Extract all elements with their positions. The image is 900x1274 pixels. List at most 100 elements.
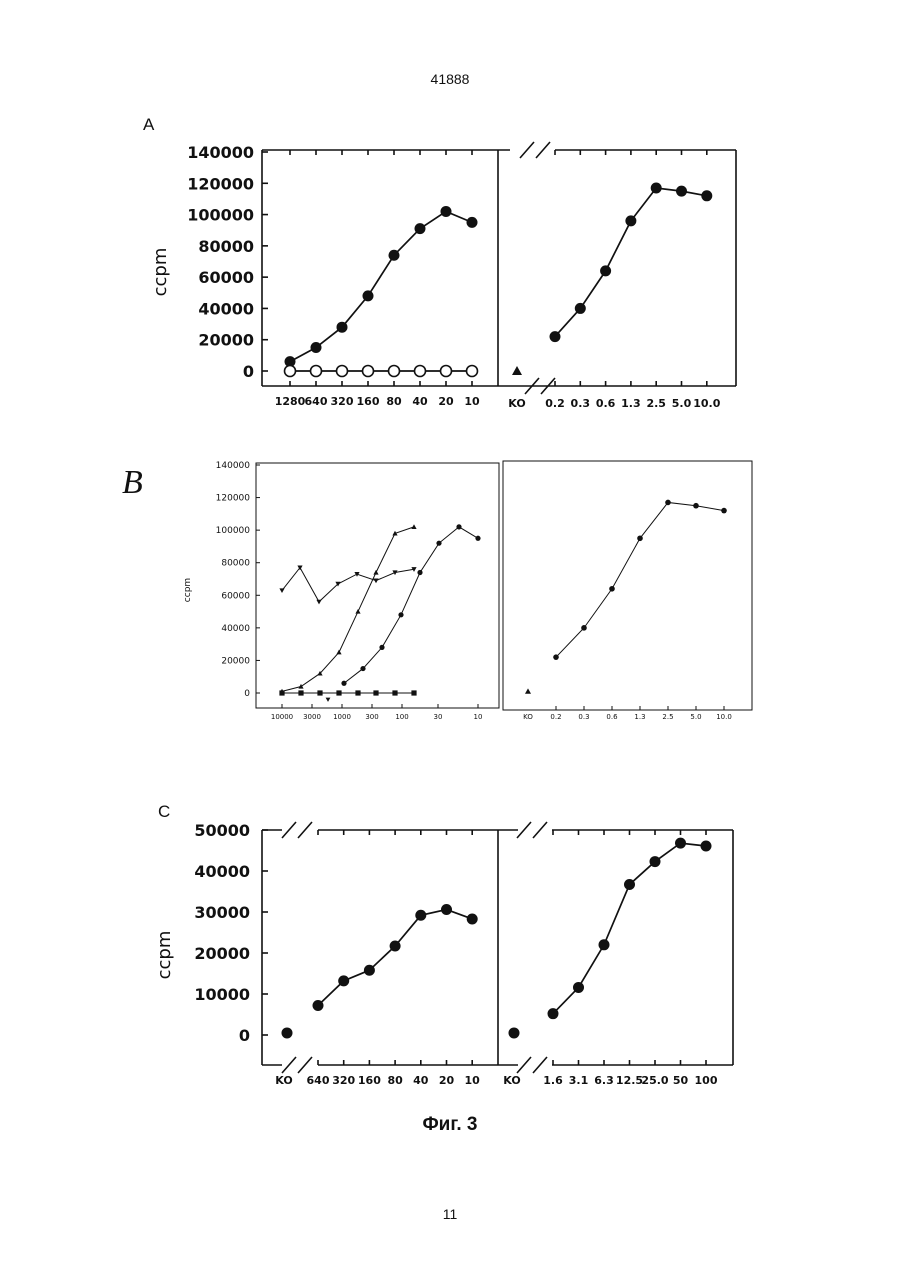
- y-tick-label: 60000: [198, 268, 254, 287]
- data-point: [363, 366, 374, 377]
- x-tick-label-control: KO: [503, 1074, 520, 1087]
- chart-panel-b: B020000400006000080000100000120000140000…: [122, 461, 752, 721]
- x-tick-label-control: KO: [275, 1074, 292, 1087]
- y-tick-label: 120000: [187, 174, 254, 193]
- data-point: [279, 690, 284, 695]
- x-tick-label: 20: [438, 395, 454, 408]
- data-point: [467, 913, 478, 924]
- x-tick-label: 0.3: [571, 397, 591, 410]
- y-tick-label: 80000: [198, 237, 254, 256]
- data-point: [624, 879, 635, 890]
- y-tick-label: 0: [239, 1026, 250, 1045]
- data-point: [581, 625, 587, 631]
- data-point: [676, 186, 687, 197]
- data-point: [360, 666, 365, 671]
- x-tick-label: 2.5: [646, 397, 666, 410]
- y-axis-label: ccpm: [183, 578, 193, 602]
- y-tick-label: 0: [243, 362, 254, 381]
- series-line-filled-circle: [555, 188, 707, 337]
- data-point: [364, 965, 375, 976]
- series-line-filled-circle: [290, 211, 472, 361]
- plot-frame-right: [503, 461, 752, 710]
- x-tick-label: 640: [307, 1074, 330, 1087]
- axis-break-top-left-a: [282, 822, 296, 838]
- axis-break-top-b: [536, 142, 550, 158]
- chart-panel-a: A 0 20000 40000 60000 80000 100000 120000 140000…: [143, 115, 736, 410]
- data-point: [599, 939, 610, 950]
- axis-break-top-right-b: [533, 822, 547, 838]
- page-number: 11: [443, 1206, 458, 1222]
- series-line-filled-circle: [556, 502, 724, 657]
- x-tick-label: 160: [357, 395, 380, 408]
- control-point: [512, 366, 522, 375]
- panel-label: A: [143, 115, 155, 134]
- data-point: [311, 342, 322, 353]
- data-point: [553, 654, 559, 660]
- x-tick-label: 80: [387, 1074, 403, 1087]
- data-point: [701, 840, 712, 851]
- x-tick-label: 0.6: [606, 713, 618, 721]
- data-point: [701, 190, 712, 201]
- x-tick-label: 5.0: [672, 397, 692, 410]
- x-tick-label: 1.3: [621, 397, 641, 410]
- y-tick-label: 40000: [194, 862, 250, 881]
- x-tick-label: 0.6: [596, 397, 616, 410]
- y-tick-label: 140000: [187, 143, 254, 162]
- data-point: [398, 612, 403, 617]
- y-tick-label: 100000: [187, 206, 254, 225]
- axis-break-top-a: [520, 142, 534, 158]
- data-point: [373, 570, 378, 575]
- x-tick-label-control: KO: [523, 713, 533, 721]
- data-point: [417, 570, 422, 575]
- y-axis-label: ccpm: [154, 931, 175, 980]
- x-tick-label: 3.1: [569, 1074, 589, 1087]
- data-point: [316, 600, 321, 605]
- x-tick-label: 6.3: [594, 1074, 614, 1087]
- data-point: [651, 182, 662, 193]
- data-point: [355, 609, 360, 614]
- document-number: 41888: [431, 71, 470, 87]
- data-point: [298, 684, 303, 689]
- y-tick-label: 20000: [198, 331, 254, 350]
- data-point: [338, 975, 349, 986]
- y-tick-label: 80000: [221, 559, 250, 569]
- x-tick-label: 2.5: [662, 713, 673, 721]
- data-point: [317, 690, 322, 695]
- data-point: [436, 541, 441, 546]
- data-point: [467, 366, 478, 377]
- series-line-filled-circle: [318, 910, 472, 1006]
- data-point: [441, 366, 452, 377]
- panel-label: C: [158, 802, 170, 821]
- chart-panel-c: C01000020000300004000050000ccpmKO6403201…: [154, 802, 733, 1087]
- data-point: [693, 503, 699, 509]
- x-tick-label: 1000: [333, 713, 351, 721]
- data-point: [600, 265, 611, 276]
- x-tick-label-control: KO: [508, 397, 525, 410]
- data-point: [373, 690, 378, 695]
- y-tick-label: 120000: [216, 494, 251, 504]
- y-tick-label: 10000: [194, 985, 250, 1004]
- y-tick-label: 100000: [216, 526, 251, 536]
- data-point: [415, 910, 426, 921]
- y-axis-label: ccpm: [150, 248, 171, 297]
- data-point: [441, 904, 452, 915]
- x-tick-label: 0.2: [550, 713, 561, 721]
- x-tick-label: 1280: [275, 395, 306, 408]
- axis-break-bottom-left-b: [298, 1057, 312, 1073]
- y-tick-label: 30000: [194, 903, 250, 922]
- x-tick-label: 20: [439, 1074, 455, 1087]
- data-point: [548, 1008, 559, 1019]
- data-point: [337, 366, 348, 377]
- data-point: [441, 206, 452, 217]
- y-tick-label: 40000: [198, 299, 254, 318]
- data-point: [311, 366, 322, 377]
- x-tick-label: 50: [673, 1074, 689, 1087]
- data-point: [415, 223, 426, 234]
- data-point: [336, 650, 341, 655]
- axis-break-top-right-a: [517, 822, 531, 838]
- series-line-filled-circle: [344, 527, 478, 683]
- control-point: [282, 1027, 293, 1038]
- x-tick-label: 10.0: [716, 713, 732, 721]
- data-point: [313, 1000, 324, 1011]
- axis-break-top-left-b: [298, 822, 312, 838]
